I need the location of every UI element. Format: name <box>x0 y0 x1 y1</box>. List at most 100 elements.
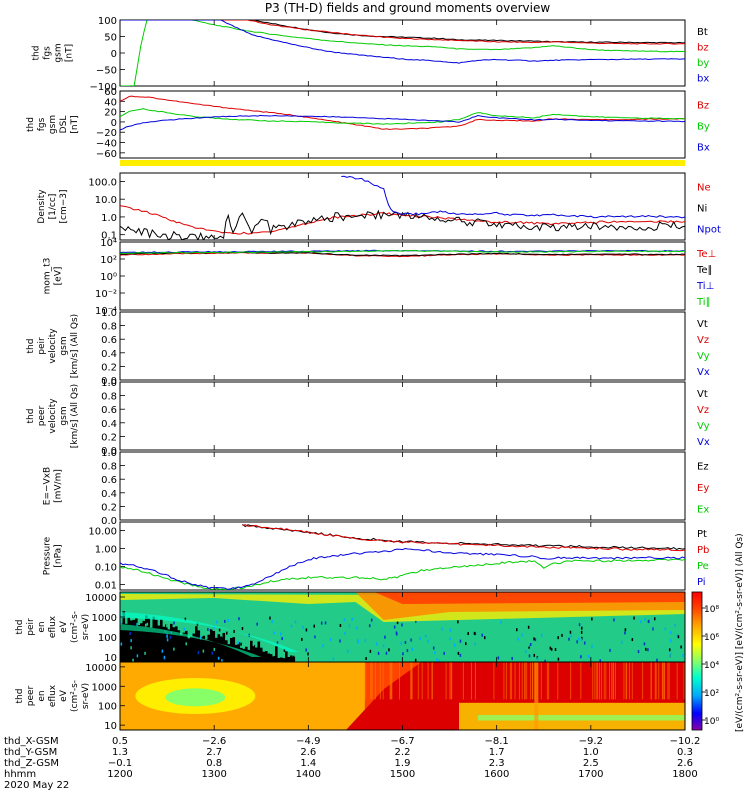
y-tick-label: 10000 <box>85 663 117 674</box>
spectrogram-cell <box>389 662 391 700</box>
legend-entry: bz <box>697 42 709 53</box>
panel-3: 100.0 10.0 1.0 0.1 Density [1/cc] [cm−3] Ne Ni Np… <box>37 172 721 242</box>
y-axis-label-line: peir <box>37 337 47 355</box>
spectrogram-cell <box>647 620 650 624</box>
spectrogram-cell <box>438 659 440 662</box>
spectrogram-cell <box>237 641 240 645</box>
spectrogram-cell <box>398 662 400 700</box>
spectrogram-cell <box>320 643 322 647</box>
spectrogram-cell <box>365 662 367 700</box>
spectrogram-cell <box>175 626 178 662</box>
spectrogram-cell <box>527 625 530 629</box>
spectrogram-cell <box>512 633 515 637</box>
spectrogram-cell <box>391 651 394 655</box>
spectrogram-cell <box>594 662 596 700</box>
y-axis-label-line: mom_t3 <box>43 258 53 295</box>
spectrogram-cell <box>137 651 140 655</box>
spectrogram-cell <box>185 630 188 662</box>
spectrogram-cell <box>569 630 572 634</box>
x-axis-value: −10.2 <box>670 736 701 747</box>
series-line-Npot <box>341 175 685 219</box>
spectrogram-cell <box>385 651 388 655</box>
y-axis-label-line: gsm <box>54 43 64 62</box>
series-line-Ni <box>120 209 685 240</box>
spectrogram-region <box>165 688 226 707</box>
spectrogram-cell <box>363 655 366 659</box>
panel-frame <box>119 381 686 451</box>
legend-entry: bx <box>697 73 709 84</box>
spectrogram-cell <box>135 618 138 662</box>
spectrogram-cell <box>132 658 134 662</box>
spectrogram-cell <box>129 643 131 647</box>
spectrogram-cell <box>570 634 572 638</box>
series-line-by <box>120 20 685 86</box>
spectrogram-cell <box>650 662 652 700</box>
spectrogram-cell <box>305 628 308 632</box>
y-axis-label-line: [nT] <box>65 44 75 62</box>
spectrogram-cell <box>591 644 593 648</box>
spectrogram-cell <box>390 662 392 700</box>
spectrogram-cell <box>247 649 251 662</box>
spectrogram-cell <box>578 637 580 641</box>
y-axis-label-line: velocity <box>48 398 58 434</box>
spectrogram-cell <box>345 658 347 662</box>
spectrogram-cell <box>388 648 390 652</box>
spectrogram-cell <box>401 623 403 627</box>
spectrogram-cell <box>226 631 228 635</box>
spectrogram-cell <box>421 662 423 700</box>
spectrogram-cell <box>668 648 671 652</box>
colorbar-tick-label: 10² <box>704 689 719 699</box>
spectrogram-cell <box>292 643 294 647</box>
spectrogram-cell <box>136 654 139 658</box>
spectrogram-cell <box>682 656 684 660</box>
y-tick-label: 10⁻² <box>95 289 117 300</box>
spectrogram-cell <box>591 617 593 621</box>
spectrogram-cell <box>676 634 679 638</box>
spectrogram-cell <box>541 633 543 637</box>
spectrogram-cell <box>445 662 447 700</box>
y-axis-label: thd peir en eflux eV (cm²-s-sr-eV) <box>15 611 91 643</box>
spectrogram-cell <box>449 628 452 632</box>
spectrogram-cell <box>182 632 186 662</box>
spectrogram-cell <box>550 647 553 651</box>
spectrogram-cell <box>283 648 286 652</box>
spectrogram-cell <box>265 651 268 662</box>
x-axis-labels: thd_X-GSM 0.5 −2.6 −4.9 −6.7 −8.1 −9.2 −10.2 thd… <box>4 736 700 791</box>
spectrogram-cell <box>144 651 146 655</box>
spectrogram-cell <box>611 662 613 700</box>
spectrogram <box>120 662 685 730</box>
series-line-bx <box>120 20 685 64</box>
spectrogram-cell <box>517 637 520 641</box>
x-axis-value: 2.3 <box>489 758 505 769</box>
spectrogram-cell <box>639 626 642 630</box>
spectrogram-cell <box>150 627 153 662</box>
spectrogram-cell <box>457 620 459 624</box>
spectrogram-cell <box>676 662 678 700</box>
legend-entry: Ne <box>697 183 711 194</box>
spectrogram-cell <box>548 662 550 700</box>
spectrogram-cell <box>652 627 654 631</box>
legend: Bz By Bx <box>697 101 710 154</box>
panel-6: 1.0 0.8 0.6 0.4 0.2 0.0 thd peer velocity gsm [km/… <box>26 378 710 457</box>
y-axis-label-line: thd <box>26 117 36 132</box>
panel-frame <box>119 521 686 591</box>
spectrogram-cell <box>195 626 198 662</box>
spectrogram-cell <box>136 622 138 626</box>
spectrogram-cell <box>435 658 438 662</box>
spectrogram-cell <box>207 634 211 662</box>
spectrogram-cell <box>351 617 353 621</box>
spectrogram-cell <box>546 662 548 700</box>
spectrogram-cell <box>166 624 168 628</box>
x-axis-value: −6.7 <box>390 736 414 747</box>
spectrogram-cell <box>528 654 531 658</box>
spectrogram-cell <box>280 632 282 636</box>
spectrogram-cell <box>655 662 657 700</box>
y-axis-label: thd fgs gsm DSL [nT] <box>26 115 80 134</box>
spectrogram-cell <box>165 624 168 662</box>
spectrogram-cell <box>262 646 264 650</box>
spectrogram-cell <box>282 658 286 662</box>
y-axis-label-line: eflux <box>48 615 58 638</box>
spectrogram-cell <box>184 617 187 621</box>
spectrogram-cell <box>185 642 187 646</box>
spectrogram-cell <box>415 636 417 640</box>
